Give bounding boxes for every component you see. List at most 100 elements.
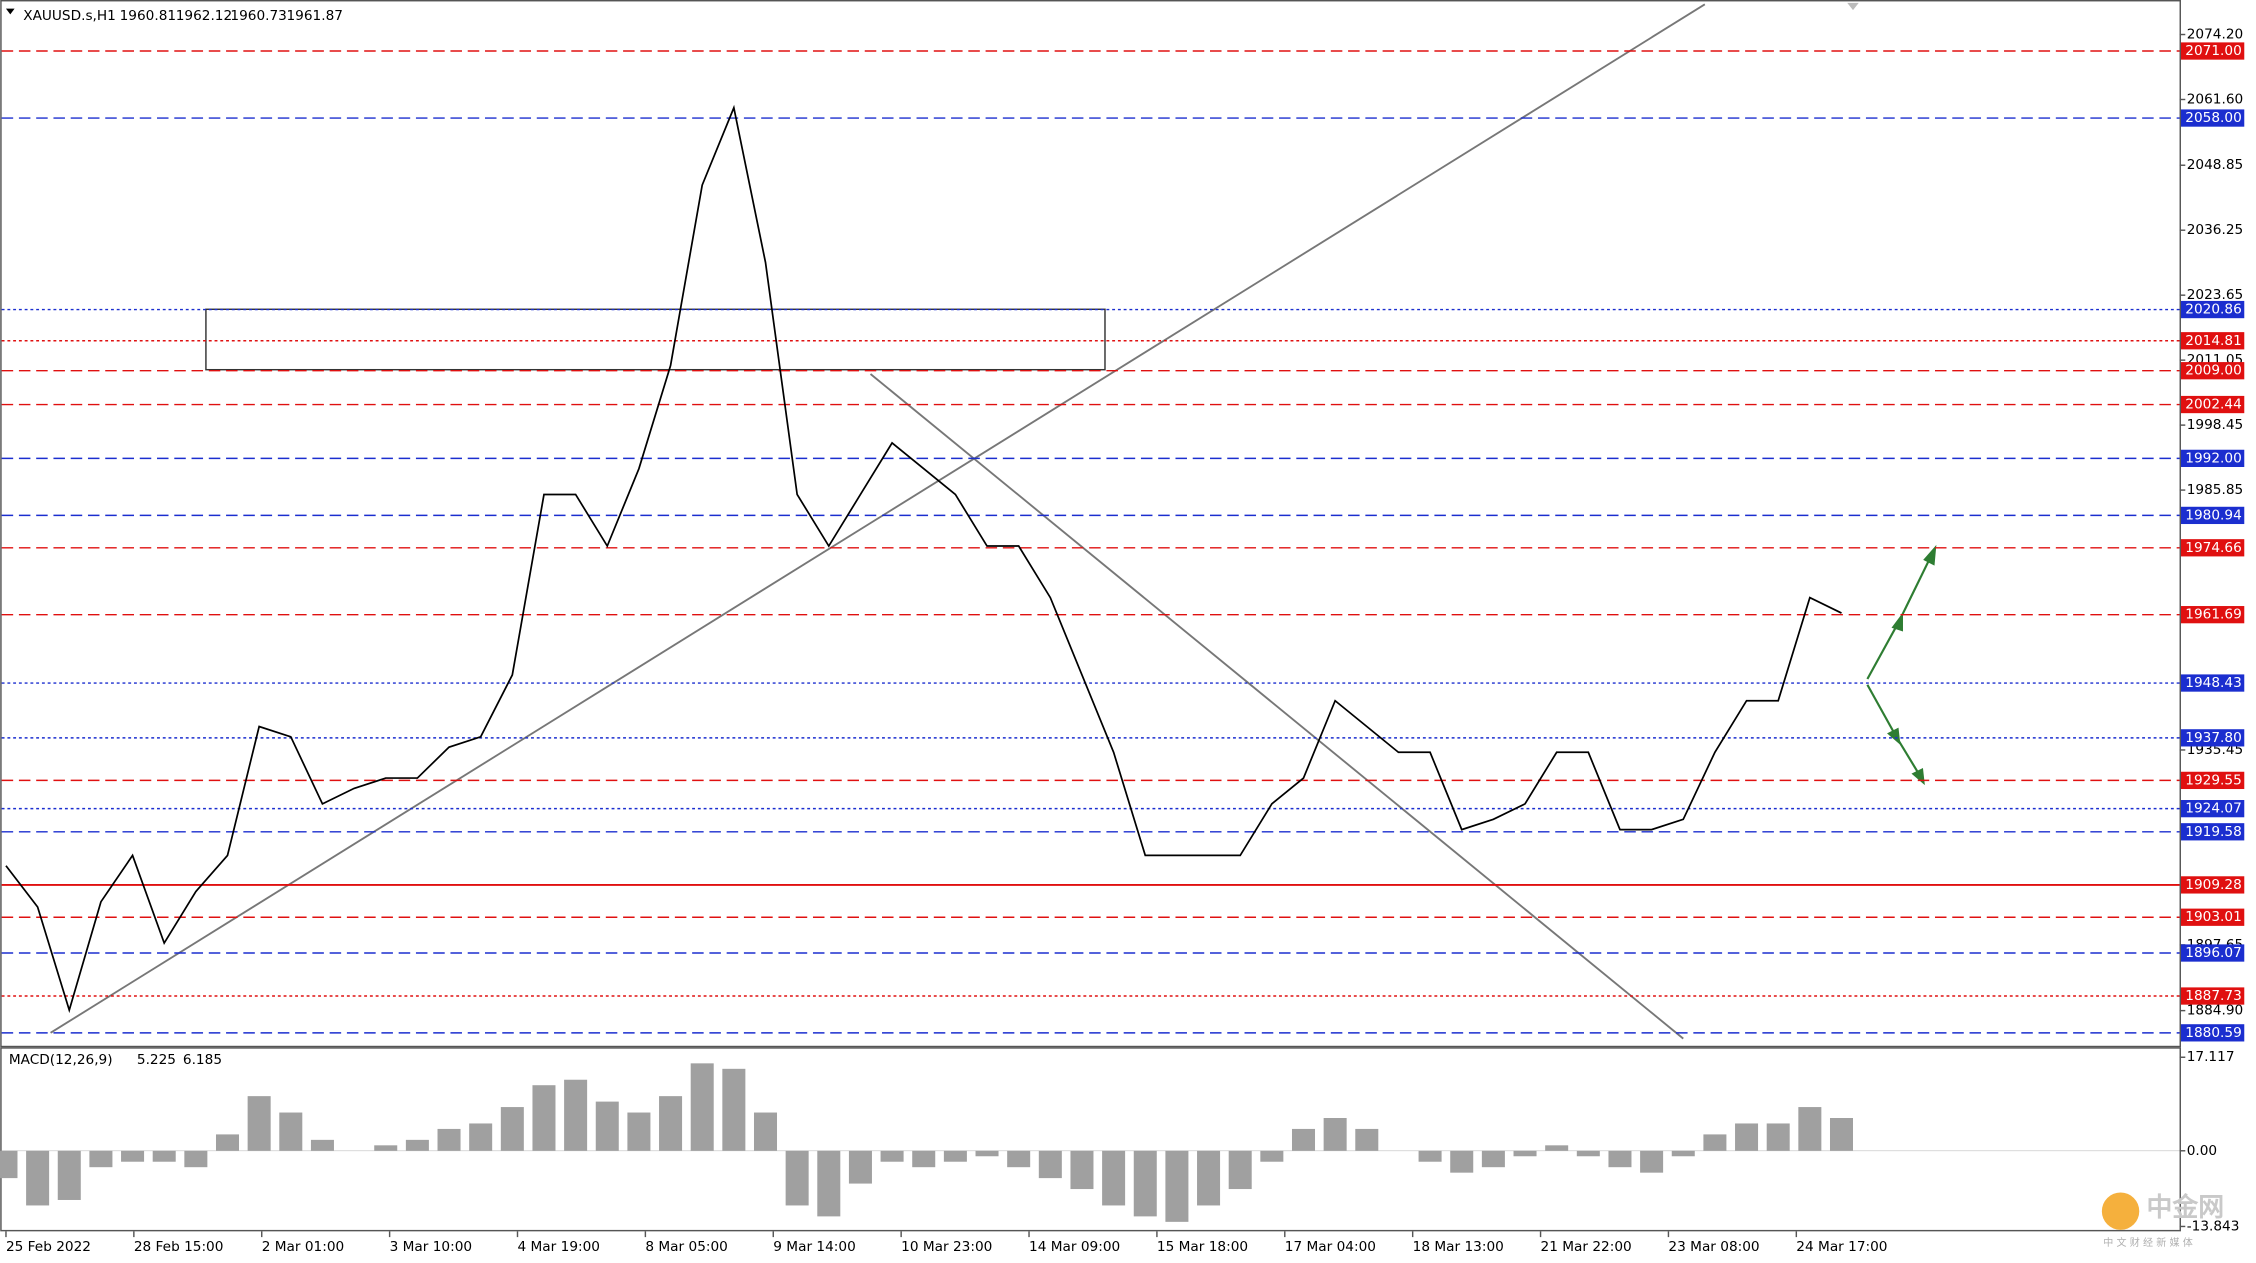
level-label: 1924.07 bbox=[2185, 801, 2241, 817]
price-pane bbox=[0, 0, 2181, 1048]
menu-triangle[interactable] bbox=[5, 8, 15, 15]
macd-bar bbox=[405, 1139, 429, 1151]
y-tick-label: 1998.45 bbox=[2187, 417, 2243, 433]
level-label-bg bbox=[2180, 42, 2245, 60]
macd-bar bbox=[1165, 1150, 1189, 1222]
macd-bar bbox=[374, 1145, 398, 1151]
macd-bar bbox=[817, 1150, 841, 1217]
macd-bar bbox=[1481, 1150, 1505, 1168]
level-label: 2058.00 bbox=[2185, 110, 2241, 126]
y-tick-label: 2048.85 bbox=[2187, 157, 2243, 173]
macd-bar bbox=[1703, 1134, 1727, 1151]
macd-bar bbox=[1133, 1150, 1157, 1217]
x-tick-label: 3 Mar 10:00 bbox=[390, 1239, 472, 1255]
trend-line bbox=[869, 373, 1684, 1040]
macd-bar bbox=[1513, 1150, 1537, 1157]
level-label: 2071.00 bbox=[2185, 43, 2241, 59]
symbol: XAUUSD.s,H1 bbox=[23, 8, 116, 24]
y-tick-label: 2074.20 bbox=[2187, 27, 2243, 43]
level-label: 2009.00 bbox=[2185, 363, 2241, 379]
macd-bar bbox=[1798, 1107, 1822, 1151]
macd-bar bbox=[1545, 1145, 1569, 1151]
level-label-bg bbox=[2180, 539, 2245, 557]
x-tick-label: 17 Mar 04:00 bbox=[1285, 1239, 1376, 1255]
level-label: 1948.43 bbox=[2185, 675, 2241, 691]
macd-bar bbox=[1070, 1150, 1094, 1190]
macd-bar bbox=[500, 1107, 524, 1151]
level-label-bg bbox=[2180, 729, 2245, 747]
macd-title: MACD(12,26,9) bbox=[9, 1052, 113, 1068]
level-label-bg bbox=[2180, 506, 2245, 525]
macd-bar bbox=[1829, 1118, 1854, 1151]
trend-line bbox=[50, 3, 1706, 1034]
macd-bar bbox=[1671, 1150, 1695, 1157]
macd-bar bbox=[753, 1112, 778, 1151]
x-tick-label: 8 Mar 05:00 bbox=[645, 1239, 728, 1255]
macd-bar bbox=[1007, 1150, 1031, 1168]
macd-bar bbox=[1260, 1150, 1284, 1162]
scroll-marker bbox=[1847, 2, 1859, 11]
macd-bar bbox=[1102, 1150, 1126, 1206]
macd-signal: 6.185 bbox=[183, 1052, 222, 1068]
ohlc-low: 1960.73 bbox=[230, 8, 286, 24]
x-tick-label: 28 Feb 15:00 bbox=[134, 1239, 224, 1255]
macd-bar bbox=[469, 1123, 493, 1151]
level-label-bg bbox=[2180, 1024, 2245, 1042]
level-label-bg bbox=[2180, 109, 2245, 127]
macd-bar bbox=[785, 1150, 809, 1206]
macd-bar bbox=[1355, 1128, 1379, 1151]
level-label-bg bbox=[2180, 449, 2245, 468]
y-tick-label: 17.117 bbox=[2187, 1049, 2235, 1065]
level-label: 1929.55 bbox=[2185, 772, 2241, 788]
macd-bar bbox=[1576, 1150, 1600, 1157]
macd-bar bbox=[1418, 1150, 1442, 1162]
macd-bar bbox=[310, 1139, 334, 1151]
y-tick-label: 2061.60 bbox=[2187, 91, 2243, 107]
level-label: 1961.69 bbox=[2185, 607, 2241, 623]
macd-bar bbox=[1640, 1150, 1664, 1173]
level-label-bg bbox=[2180, 876, 2245, 894]
zone-box bbox=[205, 308, 1106, 371]
y-tick-label: 1985.85 bbox=[2187, 482, 2243, 498]
macd-bar bbox=[437, 1128, 461, 1151]
level-label-bg bbox=[2180, 987, 2245, 1005]
watermark-logo bbox=[2101, 1192, 2140, 1230]
macd-bar bbox=[627, 1112, 651, 1151]
macd-bar bbox=[690, 1063, 714, 1151]
macd-bar bbox=[880, 1150, 904, 1162]
macd-bar bbox=[912, 1150, 936, 1168]
level-label: 1896.07 bbox=[2185, 945, 2241, 961]
x-tick-label: 25 Feb 2022 bbox=[6, 1239, 91, 1255]
level-label-bg bbox=[2180, 771, 2245, 790]
ohlc-high: 1962.12 bbox=[176, 8, 232, 24]
macd-bar bbox=[215, 1134, 240, 1151]
y-tick-label: 2023.65 bbox=[2187, 287, 2243, 303]
macd-bar bbox=[722, 1068, 746, 1151]
macd-bar bbox=[1323, 1118, 1347, 1151]
macd-bar bbox=[247, 1096, 271, 1151]
y-tick-label: -13.843 bbox=[2187, 1218, 2240, 1234]
level-label-bg bbox=[2180, 908, 2245, 926]
level-label: 1919.58 bbox=[2185, 824, 2241, 840]
y-tick-label: 0.00 bbox=[2187, 1143, 2217, 1159]
price-line bbox=[5, 104, 1842, 1014]
macd-bar bbox=[152, 1150, 176, 1162]
x-tick-label: 4 Mar 19:00 bbox=[518, 1239, 600, 1255]
x-tick-label: 21 Mar 22:00 bbox=[1541, 1239, 1632, 1255]
level-label: 1974.66 bbox=[2185, 540, 2241, 556]
x-tick-label: 10 Mar 23:00 bbox=[901, 1239, 992, 1255]
x-tick-label: 15 Mar 18:00 bbox=[1157, 1239, 1248, 1255]
macd-bar bbox=[975, 1150, 999, 1157]
macd-bar bbox=[1228, 1150, 1252, 1190]
macd-bar bbox=[1197, 1150, 1221, 1206]
macd-bar bbox=[1608, 1150, 1632, 1168]
level-label-bg bbox=[2180, 800, 2245, 818]
level-label-bg bbox=[2180, 606, 2245, 624]
macd-bar bbox=[848, 1150, 872, 1184]
x-tick-label: 18 Mar 13:00 bbox=[1413, 1239, 1504, 1255]
level-label-bg bbox=[2180, 362, 2245, 380]
x-tick-label: 23 Mar 08:00 bbox=[1668, 1239, 1759, 1255]
level-label: 1887.73 bbox=[2185, 988, 2241, 1004]
ohlc-close: 1961.87 bbox=[286, 8, 342, 24]
